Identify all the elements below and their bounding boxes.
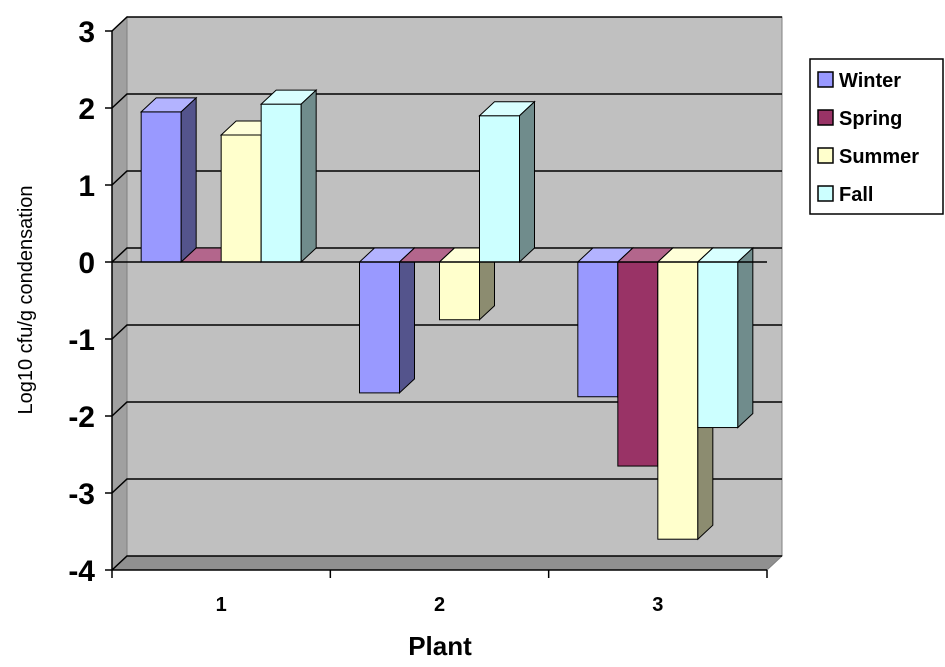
x-tick-label: 3	[652, 594, 663, 616]
legend-entry: Summer	[839, 146, 919, 168]
gridline	[111, 401, 782, 417]
legend-swatch	[817, 109, 834, 126]
gridline	[111, 93, 782, 109]
bar	[696, 246, 755, 429]
bar	[139, 96, 198, 264]
gridline	[111, 324, 782, 340]
y-axis-label: Log10 cfu/g condensation	[15, 185, 37, 414]
y-tick-label: 1	[78, 170, 95, 203]
bar	[358, 246, 416, 395]
bar	[478, 100, 536, 264]
gridlines	[111, 16, 782, 571]
tick-labels: 3 2 1 0 -1 -2 -3 -4 1 2 3	[68, 16, 663, 616]
bar	[259, 88, 318, 264]
y-tick-label: -4	[68, 555, 95, 588]
y-tick-label: -1	[68, 324, 95, 357]
x-tick-label: 1	[216, 594, 227, 616]
y-tick-label: 3	[78, 16, 95, 49]
side-wall	[111, 15, 128, 572]
gridline	[111, 16, 782, 32]
gridline	[111, 247, 782, 263]
gridline	[111, 478, 782, 494]
x-tick-label: 2	[434, 594, 445, 616]
legend-entry: Fall	[839, 184, 873, 206]
legend-entry: Winter	[839, 70, 901, 92]
legend-swatch	[817, 185, 834, 202]
gridline	[111, 170, 782, 186]
axes	[105, 30, 768, 578]
bars	[139, 88, 755, 541]
y-tick-label: 0	[78, 247, 95, 280]
x-axis-label: Plant	[408, 631, 472, 661]
y-tick-label: 2	[78, 93, 95, 126]
gridline	[111, 555, 782, 571]
y-tick-label: -3	[68, 478, 95, 511]
legend-swatch	[817, 147, 834, 164]
legend-entry: Spring	[839, 108, 902, 130]
legend-swatch	[817, 71, 834, 88]
y-tick-label: -2	[68, 401, 95, 434]
floor	[110, 555, 784, 571]
legend: Winter Spring Summer Fall	[809, 58, 944, 215]
